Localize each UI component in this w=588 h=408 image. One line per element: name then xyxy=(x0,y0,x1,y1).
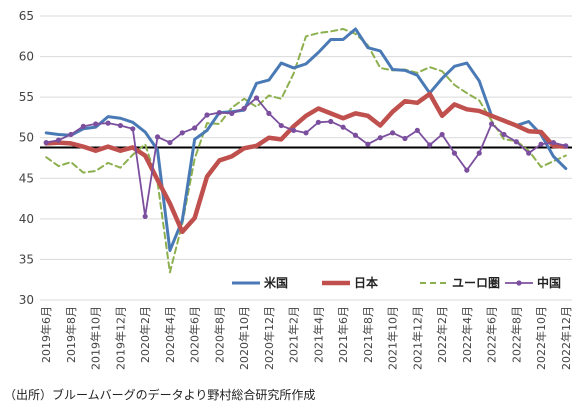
x-tick-label: 2022年10月 xyxy=(534,306,548,370)
data-point xyxy=(142,213,148,220)
data-point xyxy=(538,141,544,147)
legend-entry-2: 日本 xyxy=(322,275,378,290)
x-tick-label: 2022年2月 xyxy=(435,306,449,363)
data-point xyxy=(167,139,173,146)
data-point xyxy=(513,139,519,145)
data-point xyxy=(365,141,371,147)
x-tick-label: 2020年8月 xyxy=(212,306,226,363)
data-point xyxy=(291,127,297,134)
x-tick-label: 2020年2月 xyxy=(138,306,152,363)
data-point xyxy=(68,131,74,138)
data-point xyxy=(278,122,284,129)
x-tick-label: 2020年6月 xyxy=(188,306,202,363)
data-point xyxy=(241,105,247,112)
x-tick-label: 2022年4月 xyxy=(460,306,474,363)
data-point xyxy=(315,119,321,125)
data-point xyxy=(414,127,420,134)
legend-entry-3: ユーロ圏 xyxy=(420,276,500,290)
legend-label: 米国 xyxy=(264,275,288,290)
data-point xyxy=(229,110,235,116)
legend-marker xyxy=(516,280,522,286)
data-point xyxy=(328,118,334,125)
x-tick-label: 2019年10月 xyxy=(89,306,103,370)
series-2 xyxy=(43,91,569,235)
data-point xyxy=(93,121,99,127)
data-point xyxy=(216,109,222,116)
data-point xyxy=(117,122,124,129)
data-point xyxy=(550,139,557,146)
x-tick-label: 2019年8月 xyxy=(64,306,78,363)
data-point xyxy=(526,150,532,156)
series-4 xyxy=(43,95,569,220)
data-point xyxy=(501,131,507,138)
data-point xyxy=(204,112,210,118)
x-tick-label: 2019年6月 xyxy=(39,306,53,363)
y-axis: 30 35 40 45 50 55 60 65 xyxy=(19,9,34,307)
legend-label: 日本 xyxy=(354,275,378,290)
x-tick-label: 2021年8月 xyxy=(361,306,375,363)
series-3 xyxy=(45,27,567,274)
data-point xyxy=(130,126,136,132)
data-point xyxy=(488,121,495,127)
y-tick-label: 65 xyxy=(19,9,34,23)
data-point xyxy=(451,150,458,156)
x-tick-label: 2021年6月 xyxy=(336,306,350,363)
legend: 米国 日本 ユーロ圏 中国 xyxy=(232,275,561,290)
series-1 xyxy=(44,27,568,252)
x-axis: 2019年6月 2019年8月 2019年10月 2019年12月 2020年2月 202… xyxy=(39,306,573,370)
x-tick-label: 2021年10月 xyxy=(386,306,400,370)
data-point xyxy=(43,139,49,146)
legend-entry-1: 米国 xyxy=(232,275,288,290)
x-tick-label: 2022年12月 xyxy=(559,306,573,370)
x-tick-label: 2021年12月 xyxy=(410,306,424,370)
y-tick-label: 45 xyxy=(19,171,34,185)
x-tick-label: 2022年8月 xyxy=(509,306,523,363)
x-tick-label: 2021年2月 xyxy=(287,306,301,363)
series-layer xyxy=(43,27,569,274)
data-point xyxy=(253,95,260,101)
legend-label: ユーロ圏 xyxy=(452,276,500,290)
data-point xyxy=(340,124,346,130)
data-point xyxy=(179,130,185,136)
source-note: （出所）ブルームバーグのデータより野村総合研究所作成 xyxy=(4,388,316,402)
data-point xyxy=(266,110,272,116)
data-point xyxy=(105,120,111,126)
data-point xyxy=(192,125,198,131)
data-point xyxy=(439,131,445,138)
y-tick-label: 60 xyxy=(19,50,34,64)
y-tick-label: 55 xyxy=(19,90,34,104)
x-tick-label: 2019年12月 xyxy=(113,306,127,370)
data-point xyxy=(80,123,86,129)
data-point xyxy=(390,130,396,136)
data-point xyxy=(377,135,383,141)
x-tick-label: 2020年12月 xyxy=(262,306,276,370)
y-tick-label: 30 xyxy=(19,293,34,307)
data-point xyxy=(476,150,482,156)
data-point xyxy=(563,143,569,149)
x-tick-label: 2020年4月 xyxy=(163,306,177,363)
data-point xyxy=(464,167,470,173)
data-point xyxy=(402,135,408,142)
series-line xyxy=(44,27,568,252)
y-tick-label: 40 xyxy=(19,212,34,226)
data-point xyxy=(55,137,62,143)
y-tick-label: 35 xyxy=(19,252,34,266)
y-tick-label: 50 xyxy=(19,131,34,145)
series-line xyxy=(45,27,567,274)
x-tick-label: 2020年10月 xyxy=(237,306,251,370)
legend-entry-4: 中国 xyxy=(505,275,561,290)
legend-label: 中国 xyxy=(537,275,561,290)
data-point xyxy=(427,142,433,148)
x-tick-label: 2022年6月 xyxy=(485,306,499,363)
grid-layer xyxy=(40,15,572,301)
series-line xyxy=(43,91,569,235)
data-point xyxy=(303,130,309,136)
data-point xyxy=(154,134,161,140)
data-point xyxy=(352,132,359,138)
x-tick-label: 2021年4月 xyxy=(311,306,325,363)
